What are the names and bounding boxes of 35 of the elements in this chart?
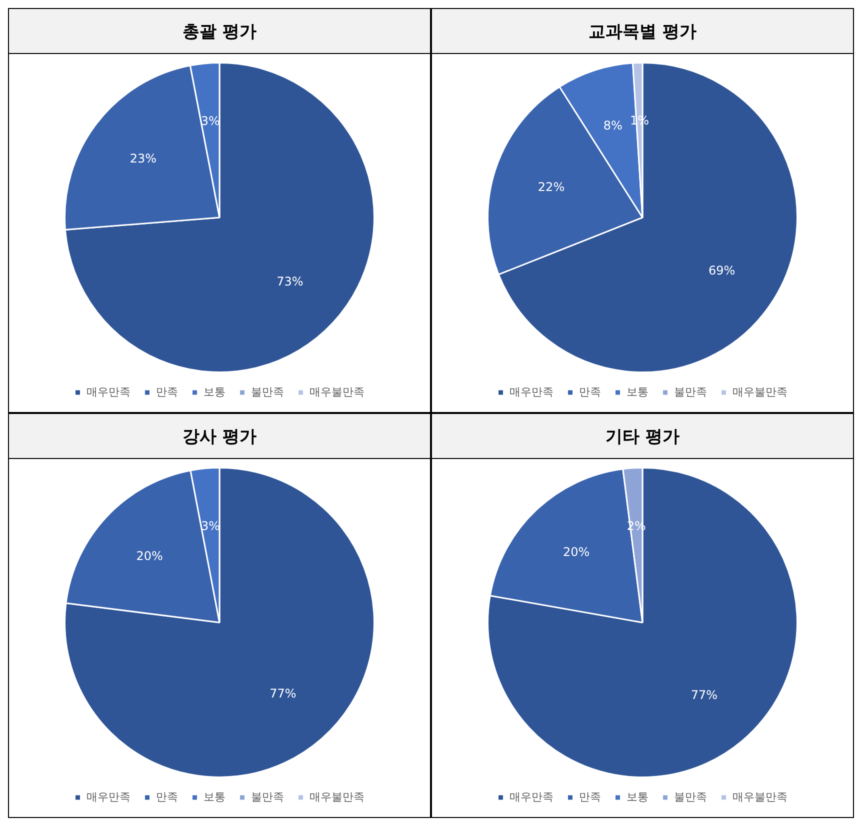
- legend-label: 매우불만족: [732, 790, 788, 804]
- legend-label: 보통: [203, 385, 226, 398]
- chart-title: 강사 평가: [9, 414, 430, 459]
- legend-label: 매우불만족: [732, 385, 788, 398]
- legend-label: 만족: [156, 790, 178, 804]
- legend-label: 매우불만족: [309, 790, 364, 804]
- data-label: 77%: [270, 686, 296, 701]
- data-label: 77%: [690, 688, 718, 702]
- data-label: 8%: [603, 118, 622, 132]
- data-label: 73%: [276, 274, 304, 289]
- data-label: 69%: [708, 264, 736, 278]
- legend-label: 불만족: [674, 385, 707, 398]
- legend-label: 매우불만족: [309, 385, 364, 398]
- legend-label: 매우만족: [86, 385, 130, 398]
- legend-label: 매우만족: [509, 385, 554, 398]
- legend-label: 불만족: [674, 790, 707, 804]
- legend-label: 만족: [578, 385, 601, 398]
- legend-label: 매우만족: [509, 790, 554, 804]
- legend-label: 보통: [203, 790, 226, 804]
- data-label: 20%: [136, 548, 163, 563]
- data-label: 22%: [538, 180, 565, 194]
- data-label: 23%: [130, 152, 156, 166]
- legend-label: 불만족: [250, 385, 284, 398]
- legend-label: 보통: [626, 790, 648, 804]
- chart-title: 교과목별 평가: [432, 9, 853, 54]
- legend-label: 만족: [156, 385, 178, 398]
- data-label: 3%: [200, 519, 220, 534]
- legend-label: 보통: [626, 385, 648, 398]
- chart-title: 기타 평가: [432, 414, 853, 459]
- chart-title: 총괄 평가: [9, 9, 430, 54]
- legend-label: 불만족: [250, 790, 284, 804]
- legend-label: 매우만족: [86, 790, 130, 804]
- data-label: 3%: [200, 114, 220, 128]
- data-label: 20%: [562, 545, 590, 560]
- legend-label: 만족: [578, 790, 601, 804]
